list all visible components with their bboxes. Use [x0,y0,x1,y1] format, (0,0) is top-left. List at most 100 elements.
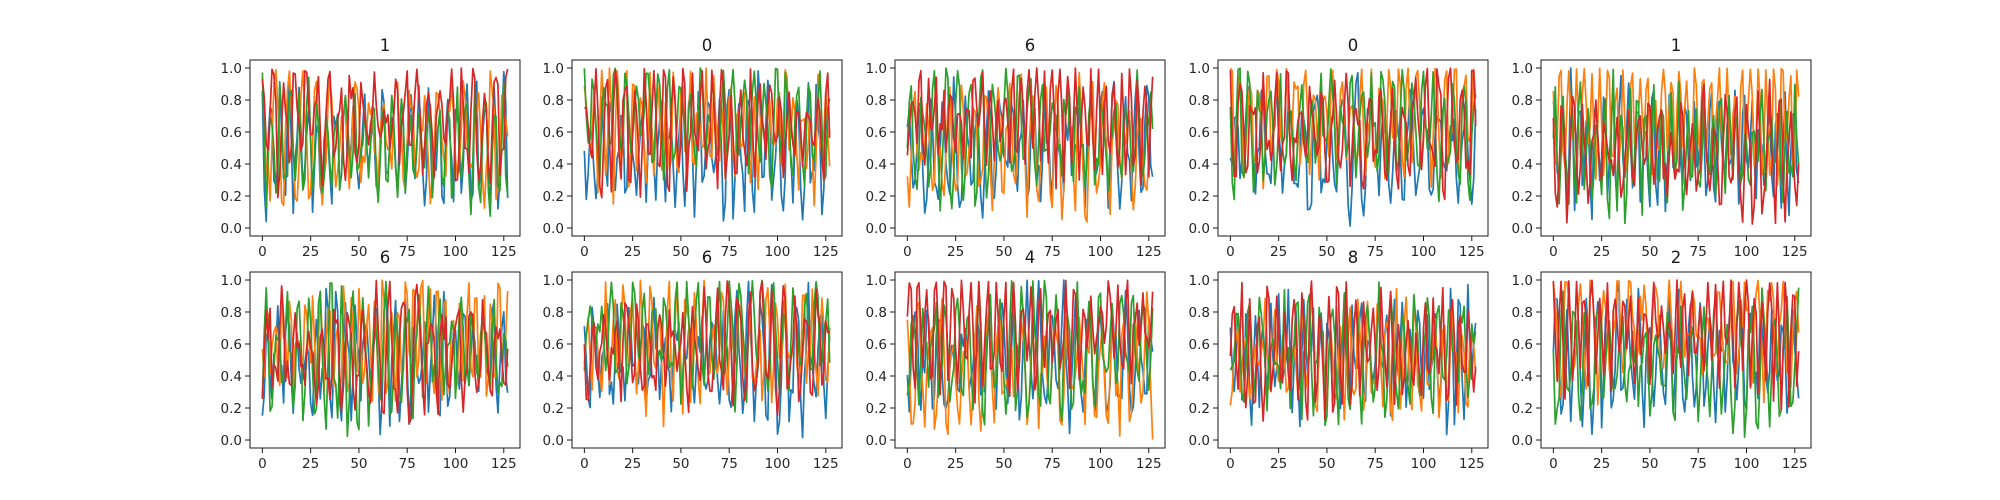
x-tick-label: 100 [765,244,791,260]
x-tick-label: 50 [350,244,367,260]
series-line-4 [261,67,509,199]
x-tick-label: 100 [1734,244,1760,260]
x-tick-label: 25 [624,244,641,260]
x-tick-label: 125 [491,244,517,260]
y-tick-label: 0.6 [221,337,242,353]
x-tick-label: 50 [350,456,367,472]
y-tick-label: 0.6 [1189,337,1210,353]
y-tick-label: 0.8 [1512,305,1533,321]
subplot-panel: 8 0 25 50 75 100 125 0.0 0.2 0.4 0.6 0.8 1.0 [1189,248,1489,472]
x-tick-label: 100 [443,456,469,472]
y-tick-label: 0.8 [1189,93,1210,109]
y-tick-label: 0.2 [543,189,564,205]
series-line-4 [1229,67,1477,201]
y-tick-label: 0.2 [1512,189,1533,205]
subplot-panel: 6 0 25 50 75 100 125 0.0 0.2 0.4 0.6 0.8 1.0 [866,36,1166,260]
x-tick-label: 100 [1411,244,1437,260]
x-tick-label: 0 [1549,456,1558,472]
series-group [1229,280,1477,436]
subplot-panel: 4 0 25 50 75 100 125 0.0 0.2 0.4 0.6 0.8 1.0 [866,248,1166,472]
y-tick-label: 0.6 [543,337,564,353]
x-tick-label: 0 [580,456,589,472]
series-group [261,279,509,438]
panel-title: 6 [702,248,713,267]
x-tick-label: 0 [580,244,589,260]
subplot-panel: 6 0 25 50 75 100 125 0.0 0.2 0.4 0.6 0.8 1.0 [221,248,521,472]
x-tick-label: 100 [1088,456,1114,472]
y-tick-label: 0.4 [866,157,887,173]
x-tick-label: 25 [1270,456,1287,472]
y-tick-label: 0.0 [1189,433,1210,449]
axes-frame [1217,59,1489,237]
axes-frame [571,271,843,449]
y-tick-label: 0.2 [543,401,564,417]
y-tick-label: 0.8 [221,305,242,321]
x-tick-label: 100 [1088,244,1114,260]
x-tick-label: 50 [1641,244,1658,260]
axes-frame [249,271,521,449]
series-line-1 [583,280,831,439]
x-tick-label: 25 [302,456,319,472]
x-tick-label: 50 [1641,456,1658,472]
y-tick-label: 0.2 [1512,401,1533,417]
x-tick-label: 75 [399,244,416,260]
series-line-4 [1229,280,1477,422]
x-tick-label: 50 [995,244,1012,260]
x-tick-label: 125 [1782,456,1808,472]
x-tick-label: 100 [443,244,469,260]
x-tick-label: 50 [672,456,689,472]
y-tick-label: 1.0 [221,61,242,77]
x-tick-label: 25 [947,456,964,472]
y-tick-label: 0.2 [221,189,242,205]
subplot-panel: 1 0 25 50 75 100 125 0.0 0.2 0.4 0.6 0.8 1.0 [221,36,521,260]
x-tick-label: 125 [813,456,839,472]
y-tick-label: 0.6 [221,125,242,141]
x-tick-label: 75 [1044,456,1061,472]
series-line-2 [1552,67,1800,187]
panel-title: 8 [1348,248,1359,267]
subplot-panel: 2 0 25 50 75 100 125 0.0 0.2 0.4 0.6 0.8 1.0 [1512,248,1812,472]
series-group [906,67,1154,223]
y-tick-label: 0.0 [1512,433,1533,449]
panel-title: 2 [1671,248,1682,267]
subplot-panel: 0 0 25 50 75 100 125 0.0 0.2 0.4 0.6 0.8 1.0 [1189,36,1489,260]
x-tick-label: 50 [1318,244,1335,260]
panel-title: 0 [1348,36,1359,55]
panel-title: 4 [1025,248,1036,267]
y-tick-label: 0.8 [543,93,564,109]
x-tick-label: 125 [813,244,839,260]
series-group [583,67,831,222]
y-tick-label: 1.0 [221,273,242,289]
subplot-panel: 1 0 25 50 75 100 125 0.0 0.2 0.4 0.6 0.8 1.0 [1512,36,1812,260]
x-tick-label: 100 [1734,456,1760,472]
y-tick-label: 1.0 [1512,61,1533,77]
series-line-3 [261,72,509,217]
y-tick-label: 1.0 [543,273,564,289]
y-tick-label: 0.4 [221,369,242,385]
series-group [1552,67,1800,225]
series-line-4 [583,280,830,417]
y-tick-label: 0.2 [866,189,887,205]
series-line-4 [1552,78,1800,225]
x-tick-label: 0 [258,456,267,472]
series-line-2 [261,279,509,402]
y-tick-label: 0.4 [1512,157,1533,173]
y-tick-label: 0.4 [1189,369,1210,385]
y-tick-label: 0.6 [1512,125,1533,141]
y-tick-label: 0.0 [221,221,242,237]
series-group [906,279,1154,440]
y-tick-label: 0.6 [543,125,564,141]
series-line-3 [1229,67,1477,203]
x-tick-label: 125 [1459,456,1485,472]
y-tick-label: 0.2 [1189,189,1210,205]
series-line-3 [583,67,831,189]
y-tick-label: 0.6 [1512,337,1533,353]
series-line-4 [261,279,509,425]
y-tick-label: 1.0 [543,61,564,77]
subplot-panel: 0 0 25 50 75 100 125 0.0 0.2 0.4 0.6 0.8 1.0 [543,36,843,260]
y-tick-label: 0.0 [543,433,564,449]
x-tick-label: 25 [1593,456,1610,472]
